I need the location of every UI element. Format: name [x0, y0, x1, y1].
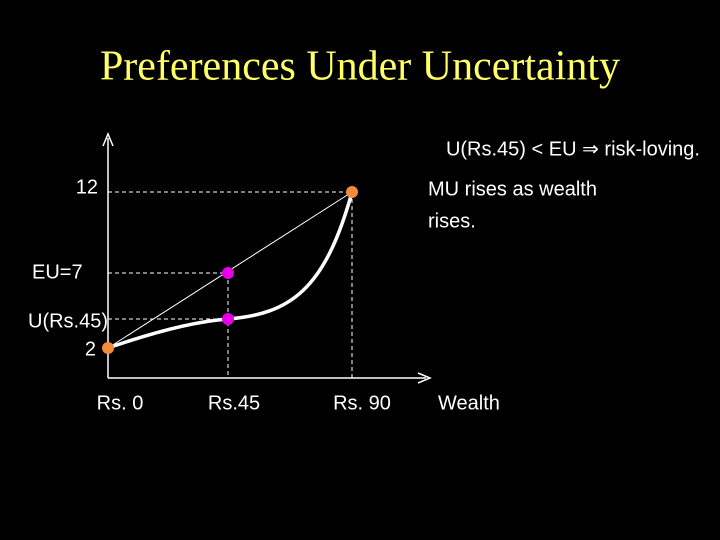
point: [222, 313, 234, 325]
title: Preferences Under Uncertainty: [100, 44, 620, 90]
y-label: 2: [85, 338, 96, 360]
y-label: U(Rs.45): [28, 310, 108, 332]
note-line: MU rises as wealth: [428, 178, 597, 200]
y-label: 12: [76, 176, 98, 198]
x-label: Rs.45: [208, 392, 260, 414]
note-line: rises.: [428, 210, 476, 232]
y-arrow: [102, 132, 114, 147]
x-label: Wealth: [438, 392, 500, 414]
y-label: EU=7: [32, 261, 83, 283]
point: [102, 342, 114, 354]
point: [346, 186, 358, 198]
x-arrow: [417, 372, 432, 384]
annotation: U(Rs.45) < EU ⇒ risk-loving.: [446, 138, 700, 160]
x-label: Rs. 0: [97, 392, 144, 414]
point: [222, 267, 234, 279]
x-label: Rs. 90: [333, 392, 391, 414]
utility-curve: [107, 191, 354, 350]
